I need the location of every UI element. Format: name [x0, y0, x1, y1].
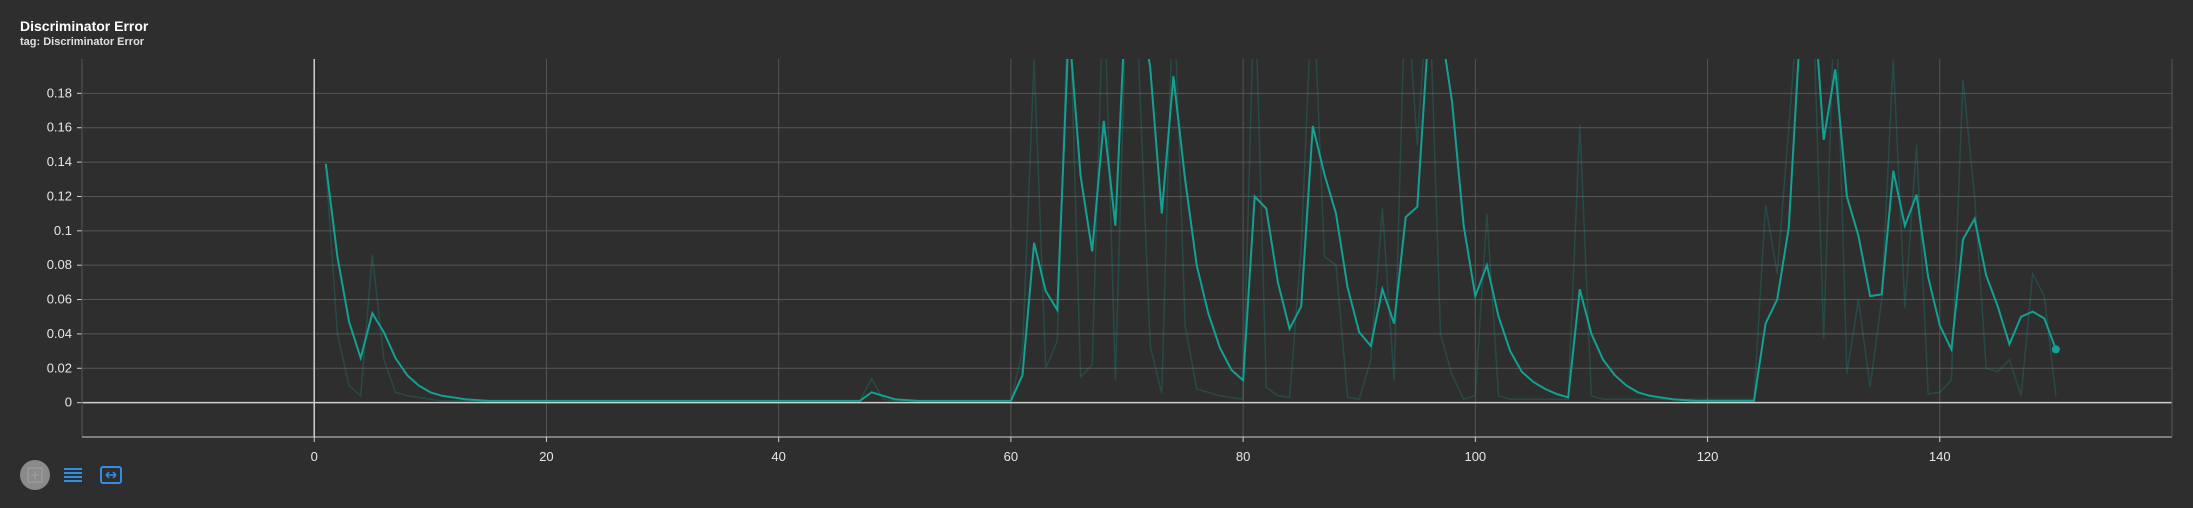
x-tick-label: 20	[539, 449, 553, 464]
last-point-marker	[2051, 345, 2060, 354]
x-tick-label: 140	[1929, 449, 1951, 464]
y-tick-label: 0	[65, 395, 72, 410]
y-tick-label: 0.06	[47, 292, 72, 307]
tick-labels: 0 0.02 0.04 0.06 0.08 0.1 0.12 0.14 0.16 0.18 0 20 4…	[47, 85, 1951, 464]
chart-tag: tag: Discriminator Error	[20, 36, 145, 48]
x-tick-label: 120	[1697, 449, 1719, 464]
y-tick-label: 0.18	[47, 85, 72, 100]
chart-header: Discriminator Error tag: Discriminator E…	[20, 18, 148, 49]
list-icon	[64, 468, 82, 482]
axes	[77, 59, 2173, 442]
y-tick-label: 0.02	[47, 360, 72, 375]
x-tick-label: 40	[771, 449, 785, 464]
y-tick-label: 0.1	[54, 223, 72, 238]
expand-icon	[27, 467, 43, 483]
y-tick-label: 0.04	[47, 326, 72, 341]
fit-domain-button[interactable]	[96, 460, 126, 490]
smoothed-series-line	[324, 59, 2057, 402]
y-tick-label: 0.14	[47, 154, 72, 169]
x-tick-label: 80	[1236, 449, 1250, 464]
series-group	[324, 59, 2060, 402]
chart-toolbar	[20, 460, 126, 490]
toggle-log-button[interactable]	[58, 460, 88, 490]
y-tick-label: 0.08	[47, 257, 72, 272]
y-tick-label: 0.16	[47, 120, 72, 135]
raw-series-line	[325, 59, 2057, 402]
y-tick-label: 0.12	[47, 188, 72, 203]
fit-icon	[100, 466, 122, 484]
grid	[82, 59, 2172, 437]
x-tick-label: 100	[1464, 449, 1486, 464]
x-tick-label: 0	[311, 449, 318, 464]
x-tick-label: 60	[1004, 449, 1018, 464]
expand-button[interactable]	[20, 460, 50, 490]
chart-title: Discriminator Error	[20, 18, 149, 34]
